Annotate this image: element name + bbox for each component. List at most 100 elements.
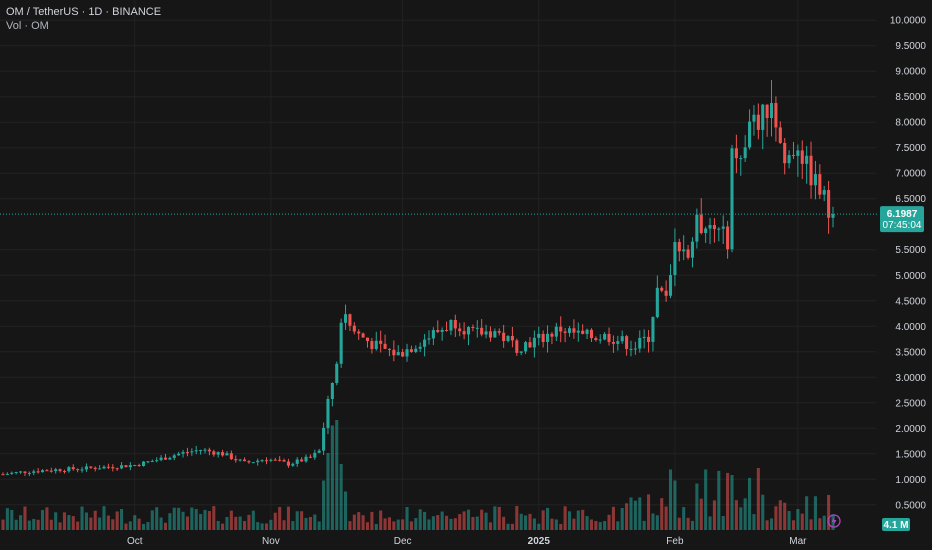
candle-body <box>572 328 576 333</box>
volume-bar <box>436 515 440 530</box>
volume-bar <box>528 513 532 530</box>
candle-body <box>58 469 62 472</box>
candle-body <box>19 471 23 473</box>
volume-bar <box>493 506 497 530</box>
candle-body <box>730 148 734 250</box>
candle-body <box>611 341 615 344</box>
volume-bar <box>128 521 132 530</box>
volume-bar <box>559 523 563 530</box>
volume-bar <box>317 521 321 530</box>
candle-body <box>756 114 760 130</box>
volume-bar <box>682 507 686 530</box>
volume-bar <box>396 519 400 530</box>
candle-body <box>769 103 774 119</box>
volume-bar <box>313 514 317 530</box>
volume-bar <box>471 517 475 530</box>
volume-bar <box>796 509 800 530</box>
volume-bar <box>387 517 391 530</box>
volume-bar <box>800 513 804 530</box>
volume-bar <box>778 500 782 530</box>
candle-body <box>177 453 181 456</box>
volume-bar <box>769 518 774 530</box>
candle-body <box>484 331 488 335</box>
volume-bar <box>256 522 260 530</box>
volume-bar <box>449 518 453 530</box>
candle-body <box>62 471 67 473</box>
volume-bar <box>120 509 124 530</box>
candle-body <box>344 314 348 323</box>
volume-bar <box>431 516 435 530</box>
candle-body <box>80 469 84 471</box>
candle-body <box>488 331 492 338</box>
candle-body <box>115 468 119 470</box>
volume-bar <box>229 510 233 530</box>
candle-body <box>453 319 457 329</box>
volume-bar <box>89 517 93 530</box>
volume-bar <box>155 507 159 530</box>
candle-body <box>111 467 115 469</box>
y-tick-label: 9.0000 <box>895 67 926 78</box>
candle-body <box>748 121 752 148</box>
y-tick-label: 0.5000 <box>895 500 926 511</box>
candle-body <box>721 226 725 229</box>
lightning-icon[interactable] <box>827 514 841 528</box>
volume-bar <box>510 523 514 530</box>
volume-bars <box>1 420 835 530</box>
volume-bar <box>515 506 519 530</box>
volume-bar <box>141 523 146 530</box>
candle-body <box>383 343 387 349</box>
volume-bar <box>712 500 716 530</box>
volume-bar <box>453 518 457 530</box>
volume-bar <box>67 515 71 530</box>
candle-body <box>554 326 558 337</box>
volume-bar <box>177 507 181 530</box>
candle-body <box>550 333 554 337</box>
volume-bar <box>348 521 352 530</box>
y-tick-label: 1.5000 <box>895 449 926 460</box>
candle-body <box>515 340 519 353</box>
candle-body <box>827 190 831 218</box>
volume-bar <box>80 506 84 530</box>
y-tick-label: 1.0000 <box>895 475 926 486</box>
candle-body <box>10 472 14 474</box>
candle-body <box>603 333 607 340</box>
y-axis[interactable]: 10.0000 9.5000 9.0000 8.5000 8.0000 7.5000 7.0… <box>890 16 927 512</box>
candle-body <box>440 329 444 332</box>
candle-body <box>181 452 185 454</box>
volume-bar <box>554 519 558 530</box>
x-axis[interactable]: Oct Nov Dec 2025 Feb Mar <box>127 536 807 547</box>
candle-body <box>264 460 269 462</box>
y-tick-label: 10.0000 <box>890 16 927 27</box>
volume-bar <box>242 521 247 530</box>
candle-body <box>251 462 255 464</box>
volume-bar <box>756 467 760 530</box>
candle-body <box>647 336 651 342</box>
volume-legend[interactable]: Vol · OM <box>6 20 49 32</box>
candle-body <box>155 460 159 462</box>
x-tick-label: Mar <box>789 536 807 547</box>
candle-body <box>765 104 769 119</box>
candle-body <box>598 339 602 341</box>
candle-body <box>651 317 655 342</box>
candle-body <box>352 325 356 332</box>
volume-bar <box>190 507 194 530</box>
volume-bar <box>761 494 765 530</box>
candle-body <box>436 330 440 332</box>
symbol-title[interactable]: OM / TetherUS · 1D · BINANCE <box>6 6 162 18</box>
candle-body <box>322 427 326 451</box>
candle-body <box>396 352 400 356</box>
volume-bar <box>594 520 598 530</box>
volume-bar <box>344 491 348 530</box>
candles <box>1 79 835 477</box>
volume-bar <box>295 511 299 530</box>
candle-body <box>796 150 800 156</box>
volume-bar <box>791 520 796 530</box>
candle-body <box>581 330 585 334</box>
candle-body <box>361 333 365 338</box>
volume-bar <box>27 520 31 530</box>
candle-body <box>269 459 273 461</box>
volume-bar <box>304 517 308 530</box>
volume-bar <box>5 508 9 530</box>
candle-body <box>313 452 317 458</box>
